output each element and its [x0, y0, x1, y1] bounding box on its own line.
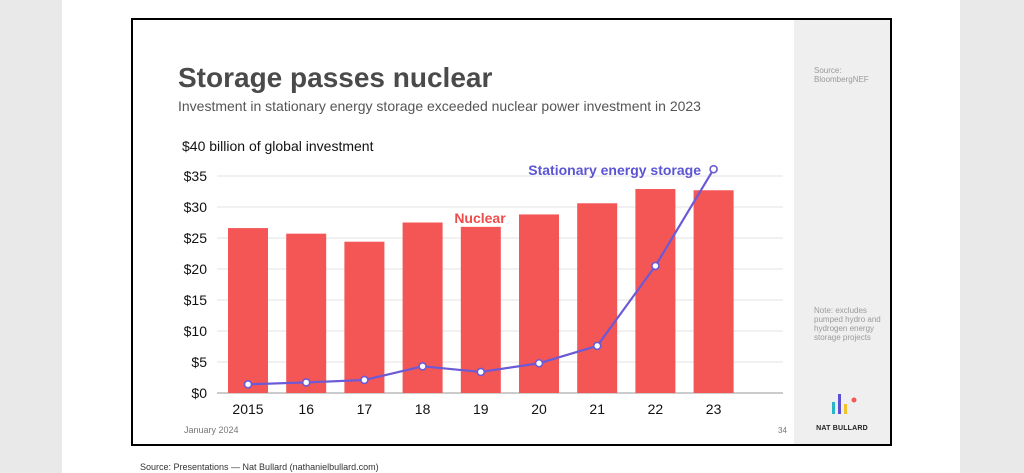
line-layer [243, 164, 718, 389]
y-tick-label: $20 [184, 261, 208, 277]
y-axis-caption: $40 billion of global investment [182, 138, 374, 154]
x-tick-label: 19 [473, 401, 489, 417]
x-tick-label: 16 [298, 401, 314, 417]
y-tick-label: $5 [191, 354, 207, 370]
nuclear-bar [635, 189, 676, 393]
x-tick-label: 17 [357, 401, 373, 417]
storage-point [709, 164, 718, 174]
storage-point [651, 261, 660, 271]
y-tick-label: $0 [191, 385, 207, 401]
y-tick-label: $25 [184, 230, 208, 246]
nuclear-bar [460, 226, 501, 393]
nuclear-bar [286, 233, 327, 393]
x-tick-label: 18 [415, 401, 431, 417]
storage-point [418, 362, 427, 371]
storage-point [360, 375, 369, 385]
storage-series-label: Stationary energy storage [528, 162, 701, 178]
nuclear-bar [344, 241, 385, 393]
x-tick-label: 23 [706, 401, 722, 417]
chart-svg: $0 $5 $10 $15 $20 $25 $30 $35 2015 16 17 18 19 20 21 22… [184, 162, 783, 417]
label-layer: $0 $5 $10 $15 $20 $25 $30 $35 2015 16 17 18 19 20 21 22… [184, 162, 722, 417]
bar-layer [228, 189, 734, 393]
x-tick-label: 20 [531, 401, 547, 417]
footer-date: January 2024 [184, 425, 239, 435]
side-note: Note: excludes pumped hydro and hydrogen… [814, 306, 881, 342]
slide-title: Storage passes nuclear [178, 62, 493, 93]
slide-subtitle: Investment in stationary energy storage … [178, 98, 701, 114]
storage-point [476, 367, 486, 377]
storage-point [243, 380, 253, 389]
nuclear-bar [693, 190, 734, 393]
x-tick-label: 22 [648, 401, 664, 417]
y-tick-label: $15 [184, 292, 208, 308]
nuclear-series-label: Nuclear [454, 210, 506, 226]
page-caption: Source: Presentations — Nat Bullard (nat… [140, 462, 379, 472]
brand-name: NAT BULLARD [816, 425, 868, 432]
page-number: 34 [778, 426, 787, 435]
nuclear-bar [577, 203, 618, 393]
y-tick-label: $30 [184, 199, 208, 215]
nuclear-bar [228, 228, 268, 393]
storage-point [534, 358, 544, 368]
x-tick-label: 2015 [232, 401, 263, 417]
side-panel: Source: BloombergNEF Note: excludes pump… [794, 20, 890, 444]
x-tick-label: 21 [589, 401, 605, 417]
source-note: Source: BloombergNEF [814, 66, 869, 84]
y-tick-label: $35 [184, 168, 208, 184]
y-tick-label: $10 [184, 323, 208, 339]
storage-point [301, 378, 311, 387]
slide: Storage passes nuclear Investment in sta… [131, 18, 892, 446]
brand-logo-icon [832, 394, 857, 414]
storage-point [592, 341, 602, 351]
